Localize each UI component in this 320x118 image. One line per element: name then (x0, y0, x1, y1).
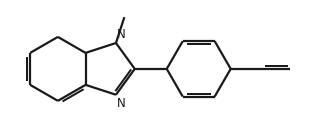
Text: N: N (117, 28, 126, 41)
Text: N: N (117, 97, 126, 110)
